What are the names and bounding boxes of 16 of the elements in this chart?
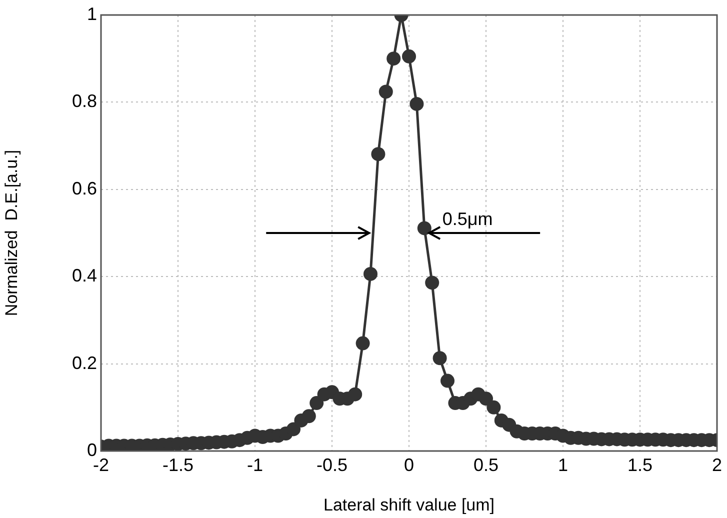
- y-tick-label: 0.2: [72, 352, 97, 373]
- x-tick-label: 0: [404, 454, 414, 475]
- x-tick-label: 1: [558, 454, 568, 475]
- y-tick-label: 0.4: [72, 266, 97, 286]
- annotation: 0.5μm: [442, 208, 493, 229]
- y-tick-label: 0.8: [72, 91, 97, 112]
- x-tick-label: -1.5: [162, 454, 194, 475]
- x-tick-label: -0.5: [316, 454, 348, 475]
- x-tick-label: 0.5: [473, 454, 499, 475]
- y-tick-label: 0.6: [72, 178, 97, 198]
- x-tick-label: 1.5: [627, 454, 653, 475]
- x-tick-label: -1: [246, 454, 264, 475]
- x-axis-title: Lateral shift value [um]: [323, 495, 495, 514]
- y-tick-label: 1: [86, 4, 97, 24]
- y-axis-title: Normalized D.E.[a.u.]: [2, 150, 21, 316]
- x-tick-label: 2: [712, 454, 722, 475]
